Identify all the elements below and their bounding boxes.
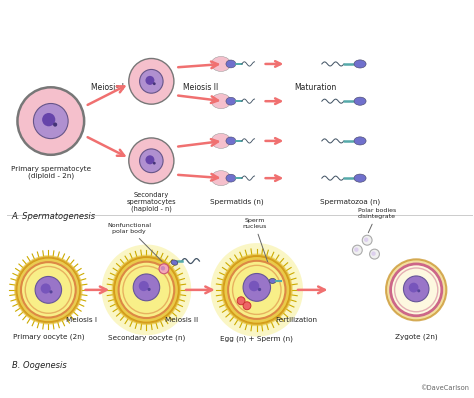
Circle shape: [140, 69, 163, 93]
Text: Meiosis I: Meiosis I: [66, 317, 97, 323]
Ellipse shape: [354, 137, 366, 145]
Ellipse shape: [226, 60, 236, 68]
Circle shape: [159, 264, 169, 274]
Circle shape: [18, 87, 84, 155]
Circle shape: [243, 302, 251, 310]
Text: B. Oogenesis: B. Oogenesis: [11, 361, 66, 370]
Circle shape: [354, 248, 358, 252]
Text: Polar bodies
disintegrate: Polar bodies disintegrate: [358, 208, 396, 233]
Ellipse shape: [211, 133, 231, 148]
Circle shape: [129, 59, 174, 104]
Circle shape: [153, 162, 155, 164]
Text: Primary oocyte (2n): Primary oocyte (2n): [13, 334, 84, 340]
Circle shape: [391, 264, 442, 316]
Circle shape: [249, 281, 259, 291]
Circle shape: [49, 290, 53, 293]
Text: A. Spermatogenesis: A. Spermatogenesis: [11, 212, 96, 221]
Text: Sperm
nucleus: Sperm nucleus: [242, 218, 272, 273]
Circle shape: [417, 289, 420, 293]
Circle shape: [133, 274, 160, 301]
Ellipse shape: [354, 60, 366, 68]
Ellipse shape: [226, 174, 236, 182]
Text: Egg (n) + Sperm (n): Egg (n) + Sperm (n): [220, 336, 293, 342]
Circle shape: [237, 297, 245, 305]
Ellipse shape: [211, 171, 231, 185]
Circle shape: [386, 259, 447, 320]
Circle shape: [15, 256, 82, 324]
Circle shape: [53, 123, 57, 127]
Circle shape: [147, 288, 151, 291]
Circle shape: [362, 235, 372, 245]
Text: Meiosis II: Meiosis II: [165, 317, 198, 323]
Text: Fertilization: Fertilization: [275, 317, 317, 323]
Circle shape: [364, 238, 368, 242]
Circle shape: [139, 281, 149, 291]
Circle shape: [42, 113, 55, 126]
Circle shape: [228, 261, 285, 319]
Text: Primary spermatocyte
(diploid - 2n): Primary spermatocyte (diploid - 2n): [11, 166, 91, 179]
Circle shape: [223, 256, 290, 324]
Circle shape: [34, 103, 68, 139]
Text: Spermatids (n): Spermatids (n): [210, 198, 264, 205]
Circle shape: [153, 82, 155, 85]
Circle shape: [146, 76, 155, 85]
Circle shape: [146, 155, 155, 164]
Circle shape: [35, 277, 62, 303]
Circle shape: [222, 254, 292, 325]
Ellipse shape: [211, 57, 231, 72]
Circle shape: [21, 262, 76, 318]
Text: Meiosis I: Meiosis I: [91, 83, 124, 92]
Circle shape: [112, 256, 181, 324]
Circle shape: [243, 273, 271, 301]
Circle shape: [140, 149, 163, 173]
Circle shape: [403, 276, 429, 302]
Ellipse shape: [171, 260, 178, 265]
Circle shape: [114, 257, 179, 323]
Circle shape: [353, 245, 362, 255]
Ellipse shape: [226, 137, 236, 145]
Text: Spermatozoa (n): Spermatozoa (n): [320, 198, 380, 205]
Circle shape: [409, 283, 419, 293]
Ellipse shape: [226, 97, 236, 105]
Circle shape: [258, 288, 261, 291]
Circle shape: [371, 252, 376, 256]
Circle shape: [129, 138, 174, 183]
Circle shape: [101, 244, 191, 335]
Circle shape: [210, 243, 303, 337]
Circle shape: [41, 283, 51, 294]
Text: Nonfunctional
polar body: Nonfunctional polar body: [107, 223, 162, 261]
Text: Maturation: Maturation: [294, 83, 337, 92]
Text: Meiosis II: Meiosis II: [183, 83, 218, 92]
Ellipse shape: [211, 94, 231, 109]
Circle shape: [370, 249, 379, 259]
Circle shape: [17, 258, 80, 322]
Text: Secondary oocyte (n): Secondary oocyte (n): [108, 335, 185, 341]
Text: Zygote (2n): Zygote (2n): [395, 334, 438, 340]
Circle shape: [161, 266, 165, 271]
Circle shape: [118, 262, 174, 318]
Text: Secondary
spermatocytes
(haploid - n): Secondary spermatocytes (haploid - n): [127, 191, 176, 212]
Ellipse shape: [269, 279, 276, 283]
Ellipse shape: [354, 97, 366, 105]
Text: ©DaveCarlson: ©DaveCarlson: [419, 384, 469, 391]
Ellipse shape: [354, 174, 366, 182]
